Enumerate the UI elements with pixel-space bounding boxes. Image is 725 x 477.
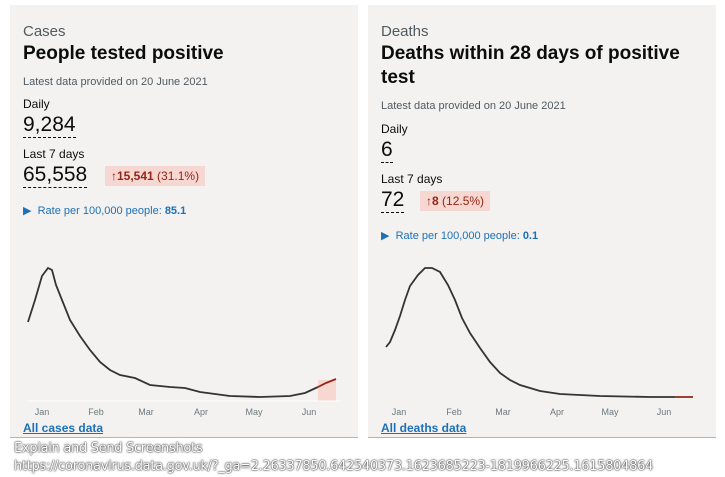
deaths-change-pct: (12.5%): [442, 194, 485, 208]
deaths-trend-line: [385, 267, 675, 398]
cases-category: Cases: [23, 23, 66, 40]
deaths-daily-value[interactable]: 6: [381, 138, 393, 163]
cases-month-label: May: [245, 407, 263, 417]
cases-month-label: Jun: [301, 407, 317, 417]
cases-recent-line: [317, 378, 337, 388]
cases-week-value[interactable]: 65,558: [23, 163, 88, 188]
deaths-month-label: Apr: [549, 407, 565, 417]
screenshot-overlay-url: https://coronavirus.data.gov.uk/?_ga=2.2…: [14, 459, 654, 474]
all-cases-data-link[interactable]: All cases data: [23, 421, 104, 435]
cases-rate-label: Rate per 100,000 people:: [37, 205, 162, 217]
cases-daily-value[interactable]: 9,284: [23, 113, 76, 138]
deaths-month-label: Mar: [495, 407, 511, 417]
cases-title: People tested positive: [23, 43, 224, 64]
deaths-change-badge: ↑8 (12.5%): [420, 191, 491, 211]
deaths-month-label: Jan: [391, 407, 407, 417]
cases-card: [10, 5, 358, 438]
deaths-month-label: Jun: [656, 407, 672, 417]
deaths-month-label: Feb: [446, 407, 462, 417]
screenshot-overlay-title: Explain and Send Screenshots: [14, 441, 203, 456]
cases-month-label: Apr: [193, 407, 209, 417]
cases-change-badge: ↑15,541 (31.1%): [105, 166, 206, 186]
triangle-right-icon: ▶: [23, 205, 32, 217]
deaths-daily-label: Daily: [381, 122, 408, 136]
deaths-rate-toggle[interactable]: ▶ Rate per 100,000 people: 0.1: [381, 229, 538, 242]
cases-week-label: Last 7 days: [23, 147, 85, 161]
cases-change-value: 15,541: [117, 169, 154, 183]
up-arrow-icon: ↑: [426, 194, 432, 208]
deaths-title: Deaths within 28 days of positive test: [381, 43, 680, 88]
cases-month-label: Feb: [88, 407, 104, 417]
deaths-week-label: Last 7 days: [381, 172, 443, 186]
cases-rate-value: 85.1: [164, 205, 187, 217]
deaths-change-value: 8: [432, 194, 439, 208]
cases-month-label: Mar: [138, 407, 154, 417]
all-deaths-data-link[interactable]: All deaths data: [381, 421, 467, 435]
triangle-right-icon: ▶: [381, 230, 390, 242]
cases-latest-date: Latest data provided on 20 June 2021: [23, 76, 208, 88]
up-arrow-icon: ↑: [111, 169, 117, 183]
deaths-rate-value: 0.1: [522, 230, 539, 242]
cases-month-label: Jan: [34, 407, 50, 417]
cases-daily-label: Daily: [23, 97, 50, 111]
deaths-latest-date: Latest data provided on 20 June 2021: [381, 100, 566, 112]
cases-change-pct: (31.1%): [157, 169, 200, 183]
deaths-rate-label: Rate per 100,000 people:: [395, 230, 520, 242]
cases-rate-toggle[interactable]: ▶ Rate per 100,000 people: 85.1: [23, 204, 186, 217]
deaths-month-label: May: [601, 407, 619, 417]
deaths-category: Deaths: [381, 23, 429, 40]
cases-trend-line: [27, 266, 319, 398]
deaths-card: [368, 5, 716, 438]
deaths-week-value[interactable]: 72: [381, 188, 405, 213]
